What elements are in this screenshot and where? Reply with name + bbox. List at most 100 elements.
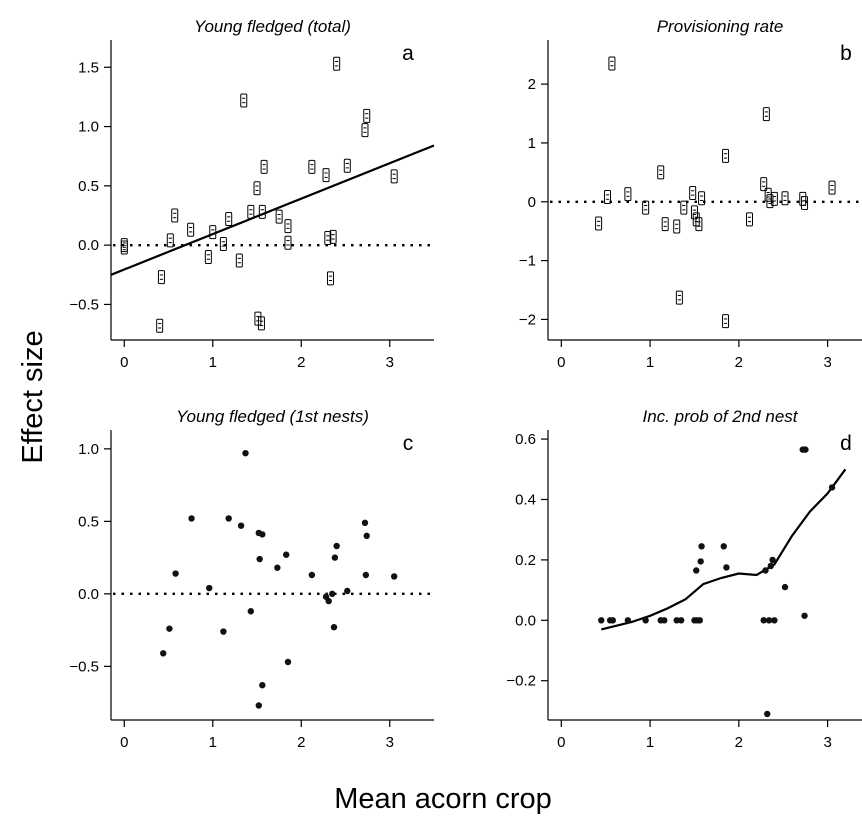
point-box bbox=[799, 191, 807, 206]
panel-a-point bbox=[361, 123, 369, 138]
panel-d-x-tick-label: 2 bbox=[735, 734, 743, 751]
panel-b-x-tick-label: 1 bbox=[646, 354, 654, 371]
point-box bbox=[333, 56, 341, 71]
panel-a-point bbox=[324, 231, 332, 246]
panel-b-point bbox=[661, 217, 669, 232]
panel-a-point bbox=[322, 168, 330, 183]
panel-b-point bbox=[828, 180, 836, 195]
panel-d-letter: d bbox=[840, 432, 852, 455]
panel-c-x-tick-label: 1 bbox=[209, 734, 217, 751]
panel-d-y-tick-label: 0.2 bbox=[515, 552, 536, 569]
panel-c-point bbox=[256, 555, 263, 563]
panel-a-point bbox=[390, 169, 398, 184]
point-box bbox=[275, 209, 283, 224]
panel-c-point bbox=[333, 542, 340, 550]
point-box bbox=[828, 180, 836, 195]
panel-c-point bbox=[308, 571, 316, 579]
panel-c-point bbox=[255, 702, 262, 709]
panel-d: 0 1 2 3 −0.2 0.0 0.2 0.4 0.6 Inc. prob of 2nd nes… bbox=[506, 407, 862, 751]
point-box bbox=[361, 123, 369, 138]
panel-b-point bbox=[675, 290, 683, 305]
point-box bbox=[240, 93, 248, 108]
panel-b-point bbox=[603, 190, 611, 205]
panel-a-x-tick-label: 2 bbox=[297, 354, 305, 371]
panel-c-point bbox=[363, 532, 370, 540]
point-box bbox=[253, 181, 261, 196]
panel-c-x-tick-label: 3 bbox=[386, 734, 394, 751]
panel-b-point bbox=[746, 212, 754, 227]
panel-a: 0 1 2 3 −0.5 0.0 0.5 1.0 1.5 Young fledged (total… bbox=[69, 17, 435, 371]
panel-c-point bbox=[160, 650, 167, 657]
panel-a-point bbox=[343, 158, 351, 173]
panel-d-point bbox=[677, 617, 685, 624]
panel-b-point bbox=[799, 191, 807, 206]
panel-b-y-tick-label: −2 bbox=[519, 311, 536, 328]
panel-c-point bbox=[247, 608, 255, 615]
point-box bbox=[260, 159, 268, 174]
panel-d-point bbox=[801, 612, 808, 619]
panel-b-x-tick-label: 0 bbox=[557, 354, 565, 371]
panel-a-x-tick-label: 3 bbox=[386, 354, 394, 371]
panel-c-point bbox=[330, 624, 338, 631]
point-box bbox=[322, 168, 330, 183]
panel-d-point bbox=[697, 558, 704, 565]
panel-c-point bbox=[331, 554, 339, 561]
panel-d-point bbox=[802, 446, 809, 453]
panel-b-point bbox=[762, 107, 770, 122]
panel-b-point bbox=[680, 200, 688, 215]
figure-xlabel: Mean acorn crop bbox=[334, 783, 552, 815]
point-box bbox=[722, 148, 730, 163]
panel-c-x-tick-label: 0 bbox=[120, 734, 128, 751]
point-box bbox=[187, 222, 195, 237]
panel-b-x-tick-label: 2 bbox=[735, 354, 743, 371]
panel-b-y-tick-label: 0 bbox=[528, 194, 536, 211]
panel-b-point bbox=[760, 177, 768, 192]
panel-a-point bbox=[253, 181, 261, 196]
point-box bbox=[781, 191, 789, 206]
point-box bbox=[204, 249, 212, 264]
point-box bbox=[235, 253, 243, 268]
panel-d-title: Inc. prob of 2nd nest bbox=[643, 407, 799, 426]
panel-a-y-tick-label: 1.5 bbox=[78, 59, 99, 76]
panel-b-y-tick-label: 1 bbox=[528, 135, 536, 152]
panel-a-point bbox=[166, 233, 174, 248]
panel-d-point bbox=[764, 710, 771, 718]
point-box bbox=[770, 191, 778, 206]
panel-c-x-tick-label: 2 bbox=[297, 734, 305, 751]
panel-a-point bbox=[247, 204, 255, 219]
panel-c-point bbox=[361, 519, 369, 526]
panel-d-x-tick-label: 1 bbox=[646, 734, 654, 751]
panel-c-point bbox=[172, 570, 179, 577]
panel-a-point bbox=[333, 56, 341, 71]
panel-a-point bbox=[258, 204, 266, 219]
point-box bbox=[657, 165, 665, 180]
panel-d-point bbox=[781, 583, 789, 591]
point-box bbox=[157, 270, 165, 285]
panel-b-x-tick-label: 3 bbox=[823, 354, 831, 371]
panel-b-point bbox=[624, 187, 632, 202]
point-box bbox=[595, 216, 603, 231]
panel-a-fit-line bbox=[111, 144, 435, 276]
point-box bbox=[695, 217, 703, 232]
panel-b-point bbox=[642, 200, 650, 215]
point-box bbox=[219, 236, 227, 251]
panel-d-point bbox=[769, 556, 776, 564]
point-box bbox=[722, 314, 730, 329]
panel-a-x-tick-label: 0 bbox=[120, 354, 128, 371]
panel-c-point bbox=[237, 522, 245, 529]
panel-a-point bbox=[284, 235, 292, 250]
panel-a-point bbox=[240, 93, 248, 108]
panel-c-point bbox=[166, 625, 173, 632]
panel-d-point bbox=[609, 617, 616, 624]
point-box bbox=[166, 233, 174, 248]
point-box bbox=[329, 229, 337, 244]
panel-a-point bbox=[204, 249, 212, 264]
panel-a-point bbox=[326, 271, 334, 286]
panel-b-letter: b bbox=[840, 42, 852, 65]
point-box bbox=[225, 212, 233, 227]
panel-d-point bbox=[693, 567, 700, 574]
point-box bbox=[698, 191, 706, 206]
panel-a-point bbox=[235, 253, 243, 268]
panel-b-point bbox=[770, 191, 778, 206]
panel-d-point bbox=[765, 617, 773, 624]
